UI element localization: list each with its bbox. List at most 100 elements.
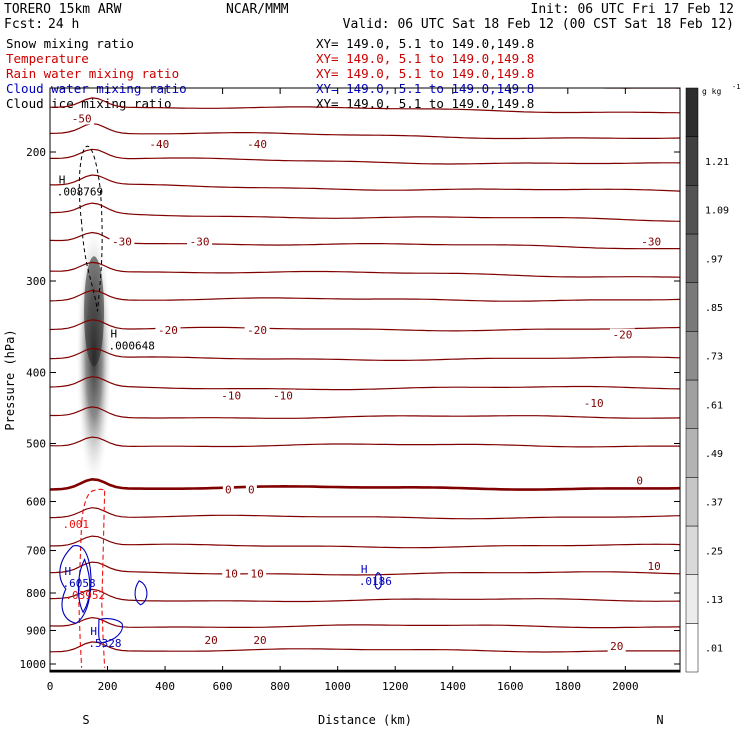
center-label: NCAR/MMM (226, 2, 289, 17)
temp-label-bg (222, 567, 241, 580)
temp-label-bg (248, 567, 267, 580)
x-tick-label-2: 400 (155, 680, 175, 693)
temp-label-19: 20 (253, 634, 266, 647)
field-name-0: Snow mixing ratio (6, 36, 134, 51)
plot-area (50, 88, 680, 668)
x-axis-label: Distance (km) (318, 713, 412, 727)
x-tick-label-7: 1400 (439, 680, 466, 693)
colorbar-unit: g kg (702, 87, 721, 96)
isotherm-22 (50, 535, 680, 549)
isotherm-20 (50, 477, 680, 491)
extremum-mark-1: H (111, 327, 118, 340)
rain-contour-right (101, 490, 106, 668)
x-tick-label-9: 1800 (555, 680, 582, 693)
extremum-value-2: .6058 (63, 577, 96, 590)
model-title: TORERO 15km ARW (4, 2, 122, 17)
y-tick-label-0: 200 (26, 146, 46, 159)
temp-label-bg (245, 483, 257, 496)
isotherm-25 (50, 616, 680, 629)
isotherm-23 (50, 561, 680, 576)
colorbar-segment-4 (685, 428, 699, 478)
cloud-water-contour-3 (98, 618, 124, 644)
y-tick-label-1: 300 (26, 275, 46, 288)
temp-label-bg (607, 640, 626, 653)
temp-label-bg (244, 324, 270, 337)
isotherm-18 (50, 406, 680, 419)
isotherm-11 (50, 202, 680, 222)
field-name-2: Rain water mixing ratio (6, 66, 179, 81)
cloud-water-contour-4 (374, 571, 383, 590)
temp-label-bg (109, 235, 135, 248)
temp-label-bg (155, 324, 181, 337)
colorbar-label-4: .49 (705, 449, 723, 460)
temp-label-3: -30 (112, 236, 132, 249)
y-tick-label-5: 700 (26, 545, 46, 558)
x-tick-label-4: 800 (270, 680, 290, 693)
isotherm-16 (50, 347, 680, 361)
colorbar-label-7: .85 (705, 303, 723, 314)
field-xy-0: XY= 149.0, 5.1 to 149.0,149.8 (316, 36, 534, 51)
extremum-value-6: .001 (63, 518, 90, 531)
temp-label-0: -50 (72, 112, 92, 125)
temp-label-bg (222, 483, 234, 496)
temp-label-18: 20 (204, 634, 217, 647)
field-xy-1: XY= 149.0, 5.1 to 149.0,149.8 (316, 51, 534, 66)
isotherm-13 (50, 261, 680, 278)
y-tick-label-6: 800 (26, 587, 46, 600)
temp-label-2: -40 (247, 138, 267, 151)
temp-label-5: -30 (641, 236, 661, 249)
extremum-mark-3: H (361, 563, 368, 576)
colorbar-segment-9 (685, 185, 699, 235)
temp-label-bg (69, 112, 95, 125)
temp-label-bg (634, 474, 646, 487)
x-tick-label-6: 1200 (382, 680, 409, 693)
cloud-water-contour-0 (59, 544, 92, 624)
isotherm-9 (50, 148, 680, 165)
colorbar-label-9: 1.09 (705, 206, 729, 217)
cloud-water-contour-1 (77, 558, 91, 614)
temp-label-10: -10 (273, 390, 293, 403)
colorbar-segment-3 (685, 477, 699, 527)
y-tick-label-7: 900 (26, 624, 46, 637)
plot-frame (49, 87, 681, 673)
colorbar-segment-8 (685, 233, 699, 283)
valid-time: Valid: 06 UTC Sat 18 Feb 12 (00 CST Sat … (343, 17, 734, 32)
temp-label-bg (202, 634, 221, 647)
temp-label-9: -10 (221, 390, 241, 403)
x-tick-label-8: 1600 (497, 680, 524, 693)
colorbar-label-2: .25 (705, 546, 723, 557)
y-tick-label-2: 400 (26, 367, 46, 380)
colorbar-label-1: .13 (705, 595, 723, 606)
temp-label-11: -10 (584, 397, 604, 410)
colorbar-label-10: 1.21 (705, 157, 729, 168)
colorbar-segment-0 (685, 623, 699, 673)
extremum-mark-2: H (65, 565, 72, 578)
isotherm-7 (50, 97, 680, 114)
south-label: S (82, 713, 89, 727)
colorbar-unit-exponent: -1 (732, 83, 740, 91)
extremum-value-5: .03952 (65, 589, 105, 602)
colorbar-label-8: .97 (705, 254, 723, 265)
temp-label-15: 10 (225, 567, 238, 580)
colorbar-label-3: .37 (705, 498, 723, 509)
temp-label-17: 10 (647, 560, 660, 573)
temp-label-4: -30 (190, 236, 210, 249)
temp-label-bg (609, 328, 635, 341)
extremum-value-3: .0186 (359, 575, 392, 588)
extremum-mark-0: H (59, 173, 66, 186)
colorbar-segment-11 (685, 87, 699, 137)
field-xy-4: XY= 149.0, 5.1 to 149.0,149.8 (316, 96, 534, 111)
isotherm-15 (50, 319, 680, 332)
extremum-value-0: .008769 (57, 185, 103, 198)
x-tick-label-5: 1000 (324, 680, 351, 693)
temp-label-12: 0 (225, 484, 232, 497)
temp-label-bg (187, 235, 213, 248)
isotherm-12 (50, 231, 680, 250)
north-label: N (656, 713, 663, 727)
forecast-hour: 24 h (48, 17, 79, 32)
colorbar-segment-2 (685, 525, 699, 575)
y-tick-label-8: 1000 (20, 658, 47, 671)
temp-label-bg (270, 389, 296, 402)
colorbar-segment-6 (685, 331, 699, 381)
